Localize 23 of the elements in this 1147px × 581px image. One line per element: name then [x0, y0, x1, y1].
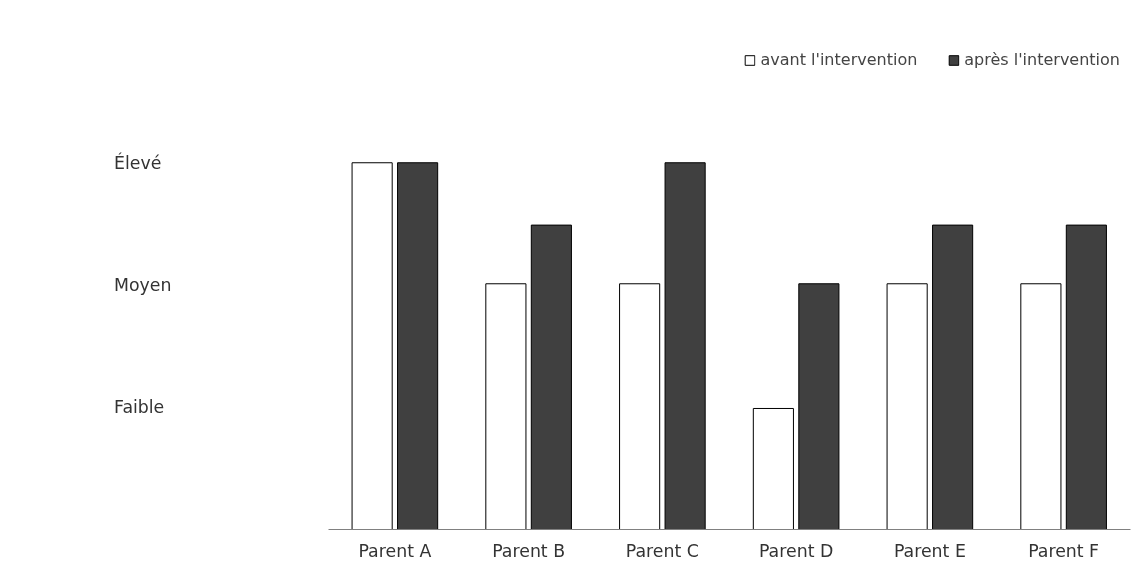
text: Élevé: [114, 151, 162, 173]
x-tick-label: Parent F: [1028, 540, 1100, 561]
bar: [1065, 224, 1107, 530]
text: Moyen: [114, 275, 172, 295]
text: Faible: [114, 397, 165, 418]
bar: [932, 224, 974, 530]
bar: [664, 162, 706, 530]
x-tick-label: Parent E: [893, 540, 966, 561]
legend-label: avant l'intervention: [760, 50, 918, 69]
bar: [530, 224, 572, 530]
bar: [798, 283, 840, 530]
x-tick-label: Parent D: [758, 540, 834, 561]
bar: [752, 407, 794, 530]
x-tick-label: Parent A: [358, 540, 432, 561]
x-tick-label: Parent B: [492, 540, 566, 561]
legend-label: après l'intervention: [964, 50, 1120, 69]
bar: [485, 283, 527, 530]
bar: [351, 162, 393, 530]
bar: [619, 283, 661, 530]
bar: [886, 283, 928, 530]
bar: [397, 162, 439, 530]
bar: [1020, 283, 1062, 530]
x-tick-label: Parent C: [625, 540, 699, 561]
